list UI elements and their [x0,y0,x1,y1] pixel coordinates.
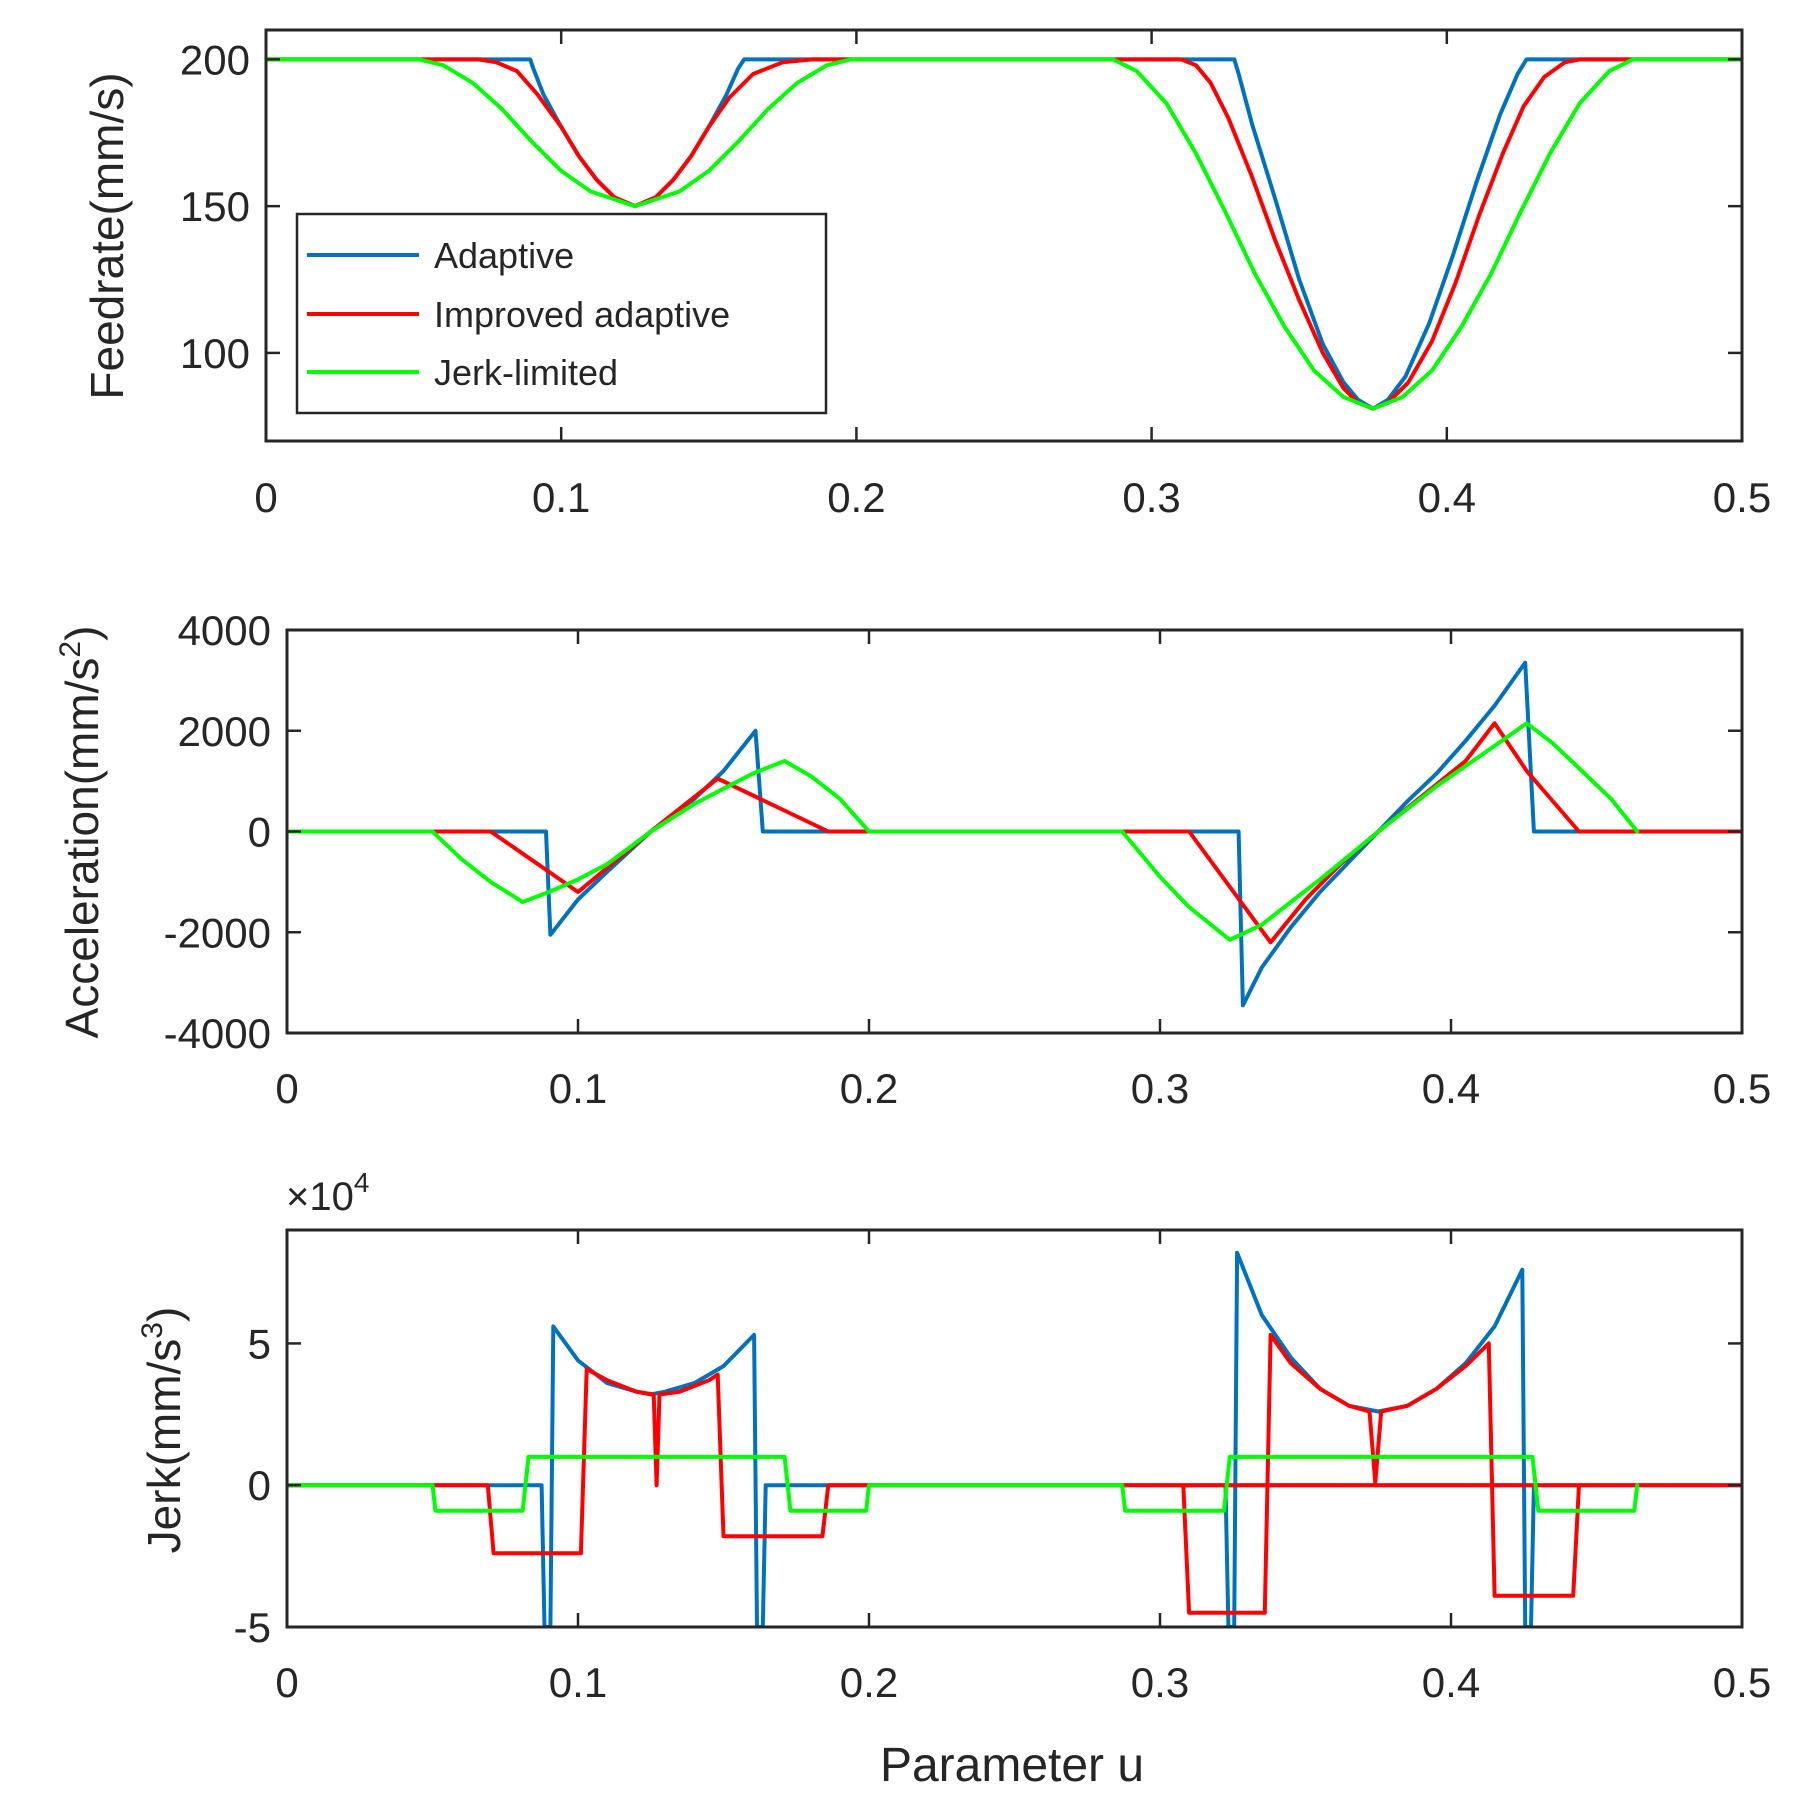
feedrate-ytick-label: 200 [180,36,250,83]
jerk-xtick-label: 0.3 [1131,1659,1189,1706]
jerk-xtick-label: 0.2 [840,1659,898,1706]
acceleration-xtick-label: 0.3 [1131,1065,1189,1112]
jerk-ticks: 0 0.1 0.2 0.3 0.4 0.5-505 [234,1230,1771,1706]
acceleration-xtick-label: 0.1 [549,1065,607,1112]
jerk-ylabel-superscript: 3 [136,1322,169,1339]
feedrate-series-jerk-limited [266,57,1742,411]
acceleration-xtick-label: 0.4 [1422,1065,1480,1112]
acceleration-ytick-label: -2000 [164,909,271,956]
feedrate-xtick-label: 0 [254,474,277,521]
feedrate-ytick-label: 150 [180,183,250,230]
acceleration-ytick-label: 2000 [178,708,271,755]
feedrate-axes-frame [264,28,1744,443]
x-axis-label: Parameter u [880,1739,1144,1792]
acceleration-series-group [287,660,1742,1008]
acceleration-ylabel: Acceleration(mm/s2) [54,626,108,1039]
acceleration-ytick-label: 0 [248,809,271,856]
acceleration-axes-frame [285,628,1744,1035]
feedrate-xtick-label: 0.2 [827,474,885,521]
legend-label-jerk-limited: Jerk-limited [434,352,618,393]
jerk-xtick-label: 0 [275,1659,298,1706]
jerk-series-group [287,1250,1742,1627]
jerk-axes-frame [285,1228,1744,1629]
feedrate-ticks: 0 0.1 0.2 0.3 0.4 0.5 100 150 200 [180,30,1771,521]
jerk-ylabel: Jerk(mm/s3) [136,1307,190,1554]
feedrate-xtick-label: 0.5 [1713,474,1771,521]
feedrate-series-group [266,57,1742,411]
feedrate-xtick-label: 0.1 [532,474,590,521]
jerk-series-improved-adaptive [287,1332,1742,1615]
acceleration-ytick-label: -4000 [164,1010,271,1057]
legend-label-improved-adaptive: Improved adaptive [434,294,730,335]
feedrate-series-improved-adaptive [266,57,1742,411]
feedrate-panel: 0 0.1 0.2 0.3 0.4 0.5 100 150 200 Feedrate(mm/s)… [81,28,1771,521]
acceleration-ylabel-suffix: ) [56,626,108,641]
legend: Adaptive Improved adaptive Jerk-limited [295,212,828,415]
jerk-xtick-label: 0.1 [549,1659,607,1706]
jerk-panel: 0 0.1 0.2 0.3 0.4 0.5-505 Jerk(mm/s3) ×104 Pa… [136,1167,1771,1792]
legend-label-adaptive: Adaptive [434,235,574,276]
acceleration-xtick-label: 0.2 [840,1065,898,1112]
jerk-exponent-base: ×10 [286,1175,354,1219]
acceleration-ytick-label: 4000 [178,607,271,654]
feedrate-xtick-label: 0.3 [1122,474,1180,521]
acceleration-series-adaptive [287,660,1742,1008]
jerk-ylabel-main: Jerk(mm/s [138,1339,190,1554]
acceleration-xtick-label: 0 [275,1065,298,1112]
jerk-exponent-power: 4 [354,1167,370,1198]
acceleration-panel: 0 0.1 0.2 0.3 0.4 0.5 -4000 -2000 0 2000 4000 Acce… [54,607,1771,1112]
jerk-xtick-label: 0.4 [1422,1659,1480,1706]
acceleration-xtick-label: 0.5 [1713,1065,1771,1112]
feedrate-ytick-label: 100 [180,330,250,377]
jerk-ytick-label: 5 [248,1320,271,1367]
jerk-series-jerk-limited [287,1454,1640,1513]
feedrate-ylabel: Feedrate(mm/s) [81,72,133,399]
jerk-xtick-label: 0.5 [1713,1659,1771,1706]
acceleration-series-jerk-limited [287,721,1640,942]
feedrate-xtick-label: 0.4 [1418,474,1476,521]
acceleration-ylabel-main: Acceleration(mm/s [56,658,108,1039]
jerk-ylabel-suffix: ) [138,1307,190,1322]
jerk-exponent-label: ×104 [286,1167,369,1219]
jerk-ytick-label: -5 [234,1604,271,1651]
jerk-ytick-label: 0 [248,1462,271,1509]
acceleration-ylabel-superscript: 2 [54,641,87,658]
